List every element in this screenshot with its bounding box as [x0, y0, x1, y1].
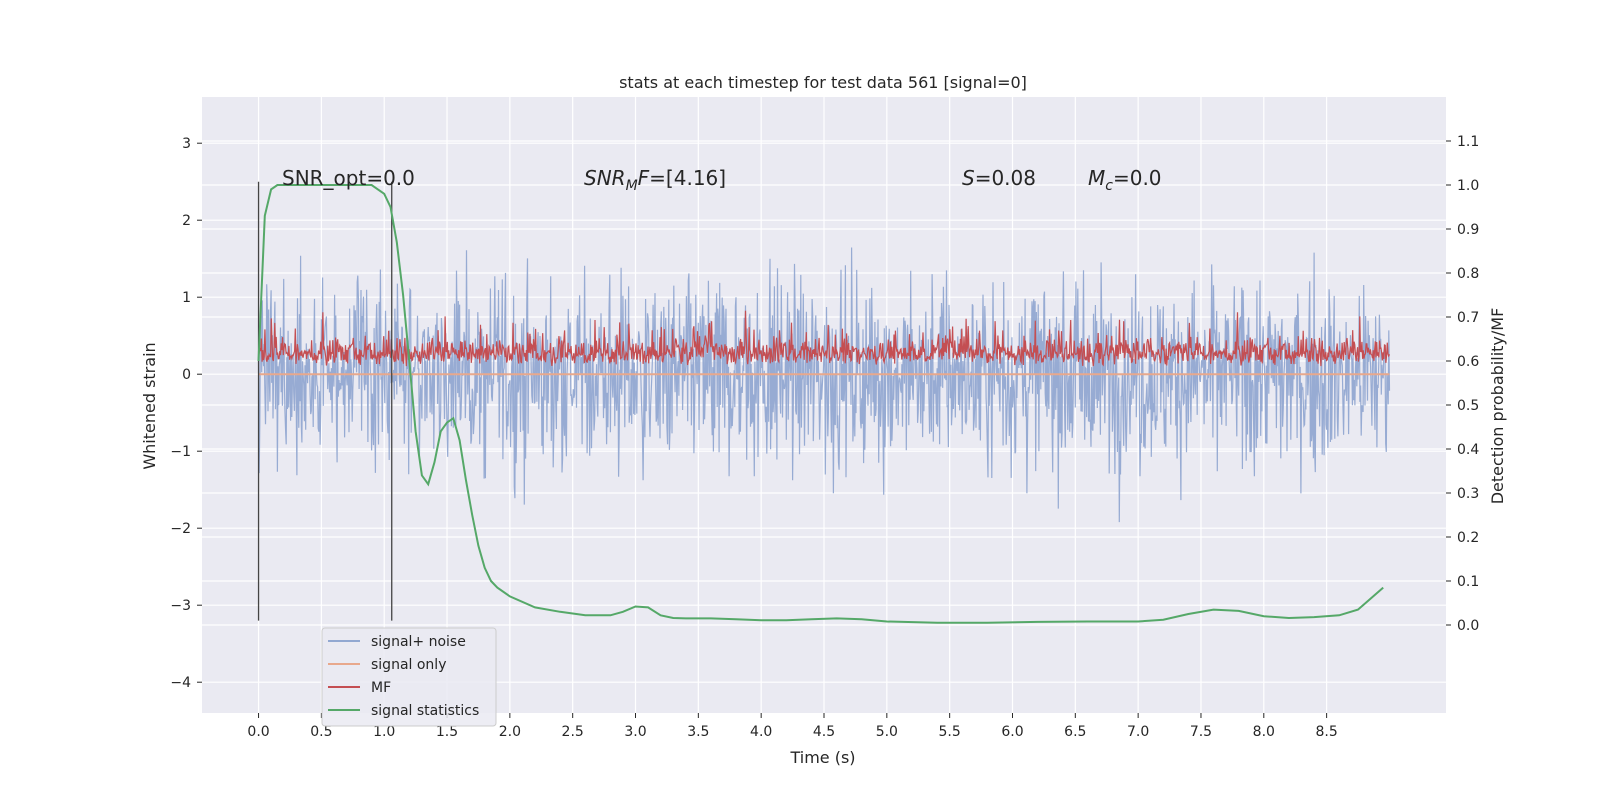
x-tick-label-7: 3.5	[687, 724, 709, 740]
x-tick-label-11: 5.5	[939, 724, 961, 740]
x-tick-label-10: 5.0	[876, 724, 898, 740]
series-signal-noise	[257, 247, 1391, 523]
x-tick-label-8: 4.0	[750, 724, 772, 740]
y-tick-label-6: −3	[170, 598, 191, 614]
x-tick-label-12: 6.0	[1001, 724, 1023, 740]
line-mf	[257, 310, 1391, 367]
y2-axis-ticks: 1.1 1.0 0.9 0.8 0.7 0.6 0.5 0.4 0.3 0.2 0.1 0.0	[1446, 134, 1479, 634]
y2-tick-label-11: 0.0	[1457, 618, 1479, 634]
line-signal-statistics	[257, 184, 1384, 624]
annotation-mc-symbol: M	[1088, 166, 1105, 190]
x-tick-label-17: 8.5	[1315, 724, 1337, 740]
x-tick-label-16: 8.0	[1253, 724, 1275, 740]
annotation-s: S=0.08	[962, 166, 1036, 190]
y2-tick-label-10: 0.1	[1457, 574, 1479, 590]
chart-title: stats at each timestep for test data 561…	[619, 73, 1027, 92]
legend-box	[321, 627, 497, 727]
x-tick-label-9: 4.5	[813, 724, 835, 740]
x-tick-label-2: 1.0	[373, 724, 395, 740]
annotation-mc-sub: c	[1105, 178, 1113, 194]
y2-tick-label-1: 1.0	[1457, 178, 1479, 194]
y-tick-label-1: 2	[182, 213, 191, 229]
x-axis-ticks: 0.0 0.5 1.0 1.5 2.0 2.5 3.0 3.5 4.0 4.5 5.0 5.5 6.0 6…	[247, 713, 1338, 740]
y2-tick-label-9: 0.2	[1457, 530, 1479, 546]
y-tick-label-5: −2	[170, 521, 191, 537]
x-tick-label-0: 0.0	[247, 724, 269, 740]
legend-label-signal-noise: signal+ noise	[371, 634, 466, 650]
annotation-mc-value: =0.0	[1113, 166, 1162, 190]
y2-tick-label-8: 0.3	[1457, 486, 1479, 502]
y-tick-label-4: −1	[170, 444, 191, 460]
y2-tick-label-3: 0.8	[1457, 266, 1479, 282]
annotation-s-symbol: S	[962, 166, 975, 190]
legend-label-signal-statistics: signal statistics	[371, 703, 479, 719]
x-tick-label-15: 7.5	[1190, 724, 1212, 740]
series-mf	[257, 310, 1391, 367]
x-tick-label-4: 2.0	[499, 724, 521, 740]
y-tick-label-7: −4	[170, 675, 191, 691]
legend: signal+ noise signal only MF signal stat…	[321, 627, 497, 727]
series-signal-statistics	[257, 184, 1384, 624]
legend-label-mf: MF	[371, 680, 391, 696]
x-tick-label-1: 0.5	[310, 724, 332, 740]
annotation-snr-mf-sub: M	[626, 178, 638, 194]
y-tick-label-0: 3	[182, 136, 191, 152]
y2-tick-label-7: 0.4	[1457, 442, 1479, 458]
annotation-snr-opt: SNR_opt=0.0	[282, 166, 415, 190]
x-tick-label-14: 7.0	[1127, 724, 1149, 740]
y-tick-label-3: 0	[182, 367, 191, 383]
y2-axis-label: Detection probability/MF	[1488, 308, 1507, 505]
x-tick-label-13: 6.5	[1064, 724, 1086, 740]
x-tick-label-5: 2.5	[562, 724, 584, 740]
x-axis-label: Time (s)	[789, 748, 855, 767]
y2-tick-label-5: 0.6	[1457, 354, 1479, 370]
y-tick-label-2: 1	[182, 290, 191, 306]
y2-tick-label-6: 0.5	[1457, 398, 1479, 414]
annotation-s-value: =0.08	[975, 166, 1036, 190]
y2-tick-label-4: 0.7	[1457, 310, 1479, 326]
y2-tick-label-0: 1.1	[1457, 134, 1479, 150]
legend-label-signal-only: signal only	[371, 657, 446, 673]
line-signal-noise	[257, 247, 1391, 523]
x-tick-label-6: 3.0	[624, 724, 646, 740]
annotation-snr-mf-main: SNR	[584, 166, 626, 190]
y-axis-ticks: 3 2 1 0 −1 −2 −3 −4	[170, 136, 202, 691]
annotation-snr-mf-value: =[4.16]	[649, 166, 726, 190]
vertical-markers	[257, 181, 393, 621]
y-axis-label: Whitened strain	[140, 342, 159, 469]
y2-tick-label-2: 0.9	[1457, 222, 1479, 238]
annotation-snr-mf-f: F	[638, 166, 650, 190]
annotation-mc: Mc=0.0	[1088, 166, 1162, 194]
annotation-snr-mf: SNRMF=[4.16]	[584, 166, 726, 194]
x-tick-label-3: 1.5	[436, 724, 458, 740]
